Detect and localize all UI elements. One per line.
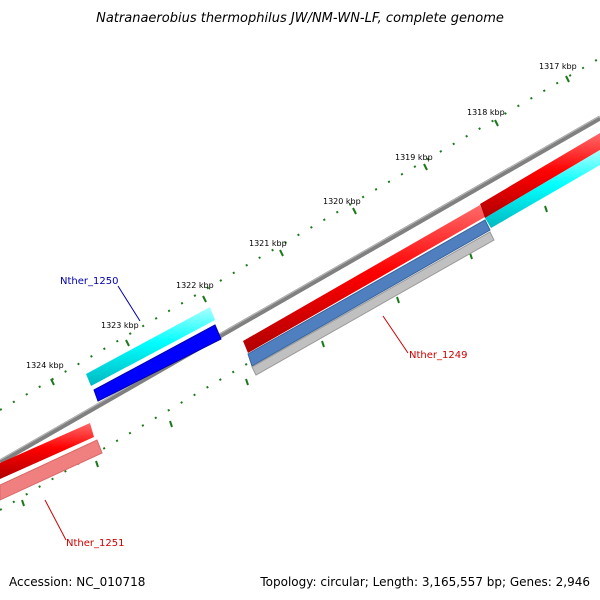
gene-feature-blue[interactable]	[93, 324, 222, 402]
ruler-label: 1318 kbp	[467, 108, 505, 117]
gene-label-nther-1249[interactable]: Nther_1249	[409, 350, 467, 361]
gene-feature-red[interactable]	[480, 133, 600, 218]
gene-label-connector	[382, 315, 409, 354]
ruler-labels: 1317 kbp 1318 kbp 1319 kbp 1320 kbp 1321…	[26, 62, 577, 370]
ruler-label: 1317 kbp	[539, 62, 577, 71]
ruler-label: 1322 kbp	[176, 281, 214, 290]
ruler-label: 1323 kbp	[101, 321, 139, 330]
inner-ruler-major-ticks	[21, 205, 548, 507]
gene-feature-cyan[interactable]	[86, 307, 215, 386]
gene-label-connector	[117, 285, 141, 322]
outer-ruler-major-ticks	[50, 75, 570, 386]
outer-ruler-dotted	[0, 57, 600, 411]
ruler-label: 1319 kbp	[395, 153, 433, 162]
map-title: Natranaerobius thermophilus JW/NM-WN-LF,…	[96, 11, 504, 26]
accession-text: Accession: NC_010718	[9, 575, 145, 589]
gene-label-nther-1250[interactable]: Nther_1250	[60, 276, 118, 287]
gene-label-nther-1251[interactable]: Nther_1251	[66, 538, 124, 549]
gene-feature-steelblue[interactable]	[247, 219, 491, 367]
gene-feature-red[interactable]	[0, 423, 94, 479]
gene-feature-cyan[interactable]	[485, 150, 600, 228]
ruler-label: 1324 kbp	[26, 361, 64, 370]
genome-stats-text: Topology: circular; Length: 3,165,557 bp…	[259, 575, 590, 589]
gene-label-connector	[44, 499, 67, 541]
ruler-label: 1321 kbp	[249, 239, 287, 248]
genome-backbone	[0, 115, 600, 465]
gene-feature-grey[interactable]	[251, 231, 495, 376]
gene-feature-lightred[interactable]	[0, 439, 103, 501]
gene-feature-red[interactable]	[243, 205, 485, 353]
ruler-label: 1320 kbp	[323, 197, 361, 206]
